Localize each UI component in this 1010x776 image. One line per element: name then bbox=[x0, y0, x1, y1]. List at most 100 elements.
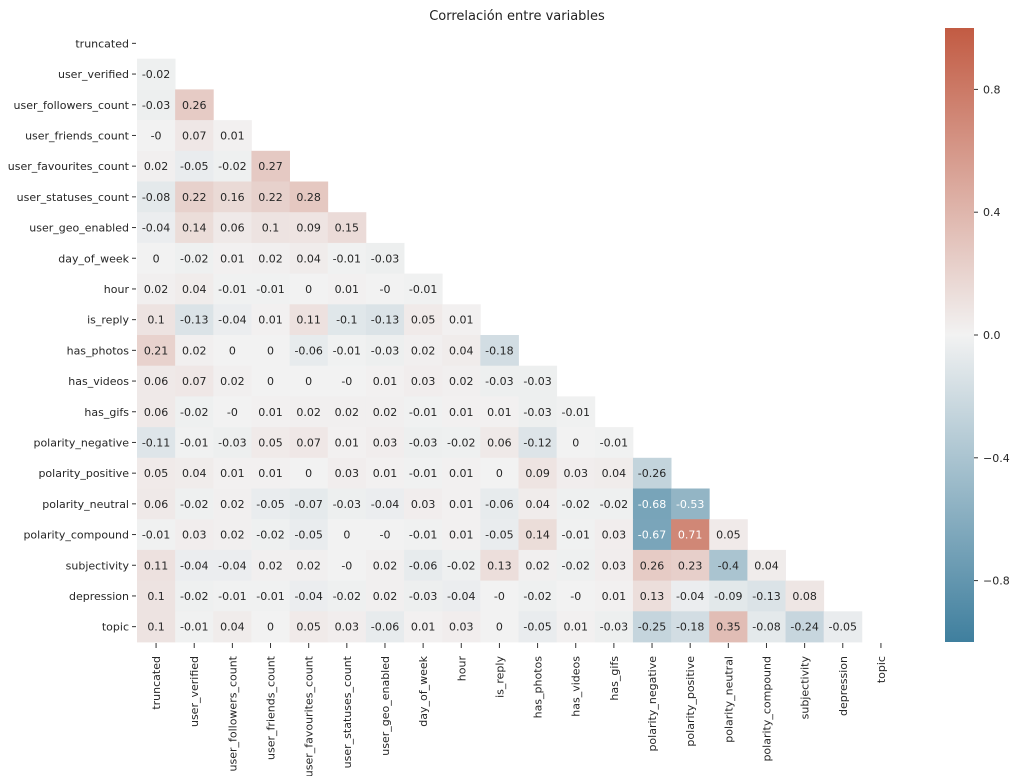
cell-value-label: 0.01 bbox=[487, 406, 512, 419]
column-label: user_geo_enabled bbox=[379, 656, 392, 756]
cell-value-label: 0.01 bbox=[449, 314, 474, 327]
cell-value-label: 0.02 bbox=[525, 559, 550, 572]
cell-value-label: -0.02 bbox=[600, 498, 628, 511]
row-tick-labels: truncateduser_verifieduser_followers_cou… bbox=[8, 37, 136, 633]
cell-value-label: -0 bbox=[494, 590, 505, 603]
cell-value-label: 0.01 bbox=[449, 467, 474, 480]
cell-value-label: 0.06 bbox=[144, 375, 169, 388]
cell-value-label: 0.01 bbox=[449, 498, 474, 511]
cell-value-label: -0.01 bbox=[409, 406, 437, 419]
cell-value-label: -0.02 bbox=[447, 436, 475, 449]
cell-value-label: 0 bbox=[305, 375, 312, 388]
cell-value-label: 0.01 bbox=[373, 467, 398, 480]
colorbar-tick-label: 0.8 bbox=[983, 83, 1001, 96]
cell-value-label: -0.02 bbox=[180, 590, 208, 603]
cell-value-label: -0.05 bbox=[523, 621, 551, 634]
column-label: has_gifs bbox=[608, 656, 621, 701]
cell-value-label: -0.25 bbox=[638, 621, 666, 634]
cell-value-label: 0.06 bbox=[144, 406, 169, 419]
cell-value-label: -0.02 bbox=[142, 68, 170, 81]
cell-value-label: 0.03 bbox=[563, 467, 588, 480]
cell-value-label: -0.03 bbox=[485, 375, 513, 388]
cell-value-label: -0.02 bbox=[180, 252, 208, 265]
cell-value-label: -0.03 bbox=[409, 436, 437, 449]
column-label: is_reply bbox=[493, 656, 506, 698]
cell-value-label: 0.04 bbox=[602, 467, 627, 480]
cell-value-label: -0.01 bbox=[218, 590, 246, 603]
cell-value-label: -0.02 bbox=[561, 559, 589, 572]
cell-value-label: 0.01 bbox=[335, 283, 360, 296]
cell-value-label: -0.04 bbox=[218, 314, 246, 327]
cell-value-label: 0.02 bbox=[296, 406, 321, 419]
cell-value-label: 0 bbox=[153, 252, 160, 265]
row-label: hour bbox=[104, 283, 130, 296]
cell-value-label: 0.02 bbox=[220, 498, 245, 511]
cell-value-label: 0.06 bbox=[220, 222, 245, 235]
cell-value-label: 0.1 bbox=[262, 222, 280, 235]
cell-value-label: -0 bbox=[379, 283, 390, 296]
cell-value-label: 0.26 bbox=[640, 559, 665, 572]
cell-value-label: -0.02 bbox=[333, 590, 361, 603]
cell-value-label: 0.27 bbox=[258, 160, 283, 173]
cell-value-label: -0.03 bbox=[523, 406, 551, 419]
cell-value-label: 0.03 bbox=[373, 436, 398, 449]
cell-value-label: -0.06 bbox=[371, 621, 399, 634]
cell-value-label: -0.02 bbox=[256, 529, 284, 542]
cell-value-label: 0.13 bbox=[640, 590, 665, 603]
cell-value-label: -0.11 bbox=[142, 436, 170, 449]
cell-value-label: 0.06 bbox=[487, 436, 512, 449]
cell-value-label: 0.03 bbox=[449, 621, 474, 634]
column-label: polarity_compound bbox=[760, 656, 773, 762]
chart-title: Correlación entre variables bbox=[429, 9, 605, 24]
cell-value-label: 0 bbox=[343, 529, 350, 542]
column-tick-labels: truncated user_verified user_followers_cou… bbox=[150, 643, 888, 776]
cell-value-label: 0.14 bbox=[525, 529, 550, 542]
row-label: polarity_compound bbox=[23, 529, 129, 542]
cell-value-label: -0.01 bbox=[409, 467, 437, 480]
cell-value-label: 0.02 bbox=[144, 160, 169, 173]
cell-value-label: 0.21 bbox=[144, 344, 169, 357]
cell-value-label: -0.02 bbox=[523, 590, 551, 603]
cell-value-label: 0.05 bbox=[296, 621, 321, 634]
cell-value-label: -0.02 bbox=[561, 498, 589, 511]
cell-value-label: -0.03 bbox=[371, 252, 399, 265]
cell-value-label: 0.02 bbox=[258, 559, 283, 572]
cell-value-label: 0.03 bbox=[335, 621, 360, 634]
cell-value-label: -0 bbox=[379, 529, 390, 542]
cell-value-label: -0.01 bbox=[333, 252, 361, 265]
row-label: user_followers_count bbox=[14, 99, 130, 112]
cell-value-label: 0.11 bbox=[296, 314, 321, 327]
cell-value-label: 0.15 bbox=[335, 222, 360, 235]
cell-value-label: -0.06 bbox=[485, 498, 513, 511]
column-label: user_verified bbox=[188, 656, 201, 727]
cell-value-label: 0 bbox=[496, 621, 503, 634]
cell-value-label: 0.02 bbox=[373, 406, 398, 419]
cell-value-label: 0.23 bbox=[678, 559, 703, 572]
row-label: has_photos bbox=[67, 344, 130, 357]
cell-value-label: -0.05 bbox=[829, 621, 857, 634]
cell-value-label: -0.13 bbox=[371, 314, 399, 327]
cell-value-label: -0.24 bbox=[790, 621, 818, 634]
cell-value-label: 0.02 bbox=[411, 344, 436, 357]
cell-value-label: 0.04 bbox=[449, 344, 474, 357]
cell-value-label: 0.07 bbox=[296, 436, 321, 449]
cell-value-label: 0.04 bbox=[182, 283, 207, 296]
cell-value-label: -0.08 bbox=[752, 621, 780, 634]
row-label: depression bbox=[69, 590, 129, 603]
cell-value-label: -0.01 bbox=[409, 283, 437, 296]
cell-value-label: -0 bbox=[341, 559, 352, 572]
cell-value-label: -0.09 bbox=[714, 590, 742, 603]
cell-value-label: -0.06 bbox=[294, 344, 322, 357]
cell-value-label: 0.02 bbox=[449, 375, 474, 388]
row-label: has_videos bbox=[68, 375, 129, 388]
cell-value-label: -0.01 bbox=[256, 590, 284, 603]
row-label: is_reply bbox=[87, 314, 129, 327]
cell-value-label: -0.04 bbox=[142, 222, 170, 235]
cell-value-label: -0.04 bbox=[218, 559, 246, 572]
cell-value-label: 0.01 bbox=[220, 129, 245, 142]
cell-value-label: -0.01 bbox=[218, 283, 246, 296]
cell-value-label: 0.03 bbox=[411, 375, 436, 388]
cell-value-label: -0.05 bbox=[180, 160, 208, 173]
cell-value-label: -0.01 bbox=[180, 436, 208, 449]
cell-value-label: 0.03 bbox=[411, 498, 436, 511]
